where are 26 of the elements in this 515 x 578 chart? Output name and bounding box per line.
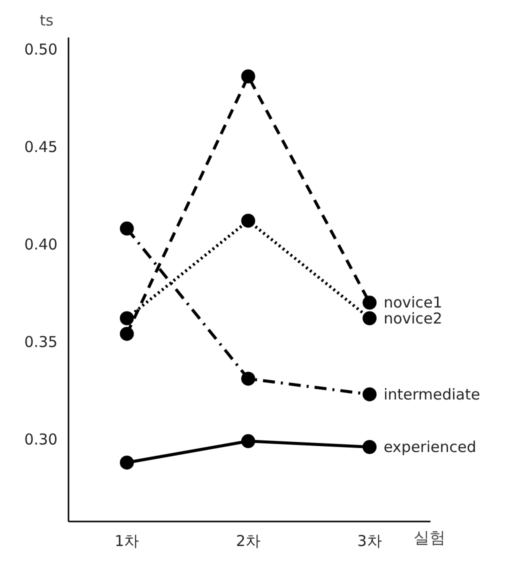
series-label: experienced — [384, 438, 476, 456]
point — [241, 372, 256, 386]
series-label: intermediate — [384, 385, 480, 404]
y-tick-label: 0.50 — [24, 40, 58, 59]
series-label: novice2 — [384, 309, 442, 328]
point — [120, 326, 134, 341]
y-tick-label: 0.30 — [24, 430, 58, 449]
point — [120, 456, 134, 470]
point — [362, 311, 377, 326]
y-tick-label: 0.45 — [24, 138, 58, 156]
y-tick-label: 0.40 — [24, 236, 58, 254]
y-axis-title: ts — [40, 11, 54, 30]
point — [241, 434, 256, 448]
point — [241, 214, 256, 228]
x-tick-label: 1차 — [114, 532, 140, 550]
point — [120, 311, 134, 326]
y-tick-label: 0.35 — [24, 333, 58, 352]
point — [241, 69, 256, 84]
x-axis-title: 실험 — [414, 528, 446, 548]
series-label: novice1 — [384, 294, 442, 312]
point — [362, 296, 377, 310]
x-tick-label: 2차 — [236, 532, 260, 550]
point — [362, 387, 377, 402]
x-tick-label: 3차 — [357, 532, 382, 550]
point — [120, 222, 134, 236]
point — [362, 440, 377, 454]
